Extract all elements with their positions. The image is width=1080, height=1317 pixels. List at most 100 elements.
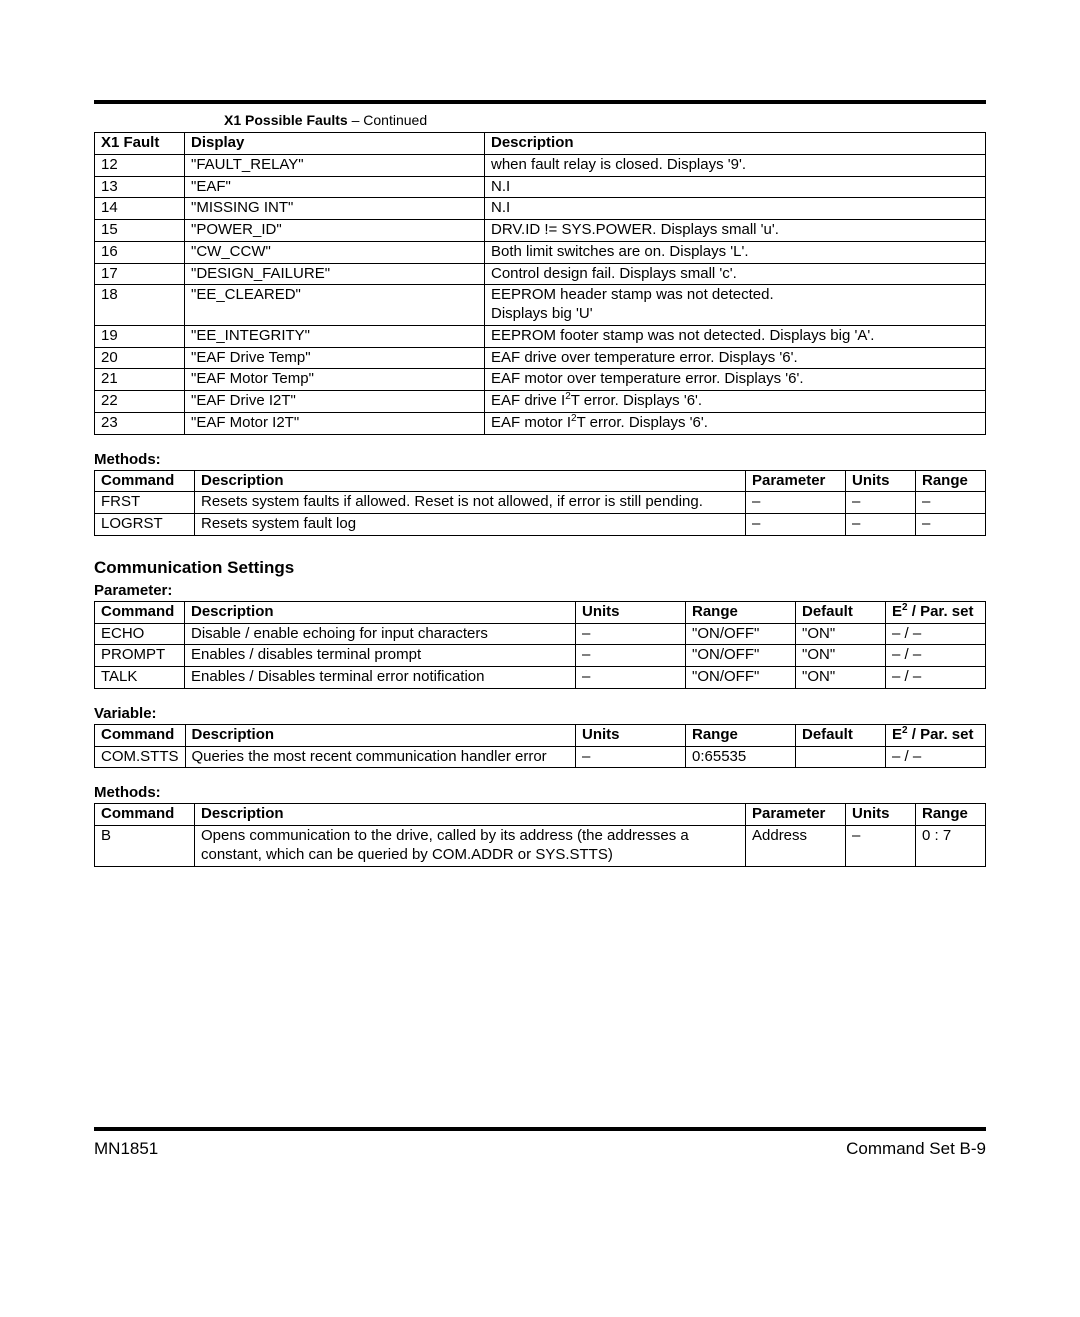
table-cell: 23 bbox=[95, 412, 185, 434]
table-cell: EEPROM footer stamp was not detected. Di… bbox=[485, 325, 986, 347]
table-cell: EAF drive I2T error. Displays '6'. bbox=[485, 391, 986, 413]
table-row: 21"EAF Motor Temp"EAF motor over tempera… bbox=[95, 369, 986, 391]
table-header: Default bbox=[796, 724, 886, 746]
table-cell: 14 bbox=[95, 198, 185, 220]
table-cell: – bbox=[846, 826, 916, 867]
table-header: Units bbox=[846, 804, 916, 826]
table-cell: – / – bbox=[886, 623, 986, 645]
table-header: Description bbox=[185, 724, 576, 746]
table-cell: "DESIGN_FAILURE" bbox=[185, 263, 485, 285]
table-cell: 0 : 7 bbox=[916, 826, 986, 867]
table-cell: Resets system faults if allowed. Reset i… bbox=[195, 492, 746, 514]
table-header: Range bbox=[686, 724, 796, 746]
table-cell: Opens communication to the drive, called… bbox=[195, 826, 746, 867]
comm-section-title: Communication Settings bbox=[94, 558, 986, 578]
table-cell: EEPROM header stamp was not detected.Dis… bbox=[485, 285, 986, 326]
table-row: 23"EAF Motor I2T"EAF motor I2T error. Di… bbox=[95, 412, 986, 434]
table-row: BOpens communication to the drive, calle… bbox=[95, 826, 986, 867]
table-row: TALKEnables / Disables terminal error no… bbox=[95, 667, 986, 689]
table-cell: "FAULT_RELAY" bbox=[185, 154, 485, 176]
table-cell: when fault relay is closed. Displays '9'… bbox=[485, 154, 986, 176]
table-cell: – bbox=[916, 514, 986, 536]
table-cell: "POWER_ID" bbox=[185, 220, 485, 242]
table-cell: – bbox=[846, 492, 916, 514]
table-header: Command bbox=[95, 724, 186, 746]
table-cell: – / – bbox=[886, 667, 986, 689]
table-cell: "MISSING INT" bbox=[185, 198, 485, 220]
table-cell: "EE_CLEARED" bbox=[185, 285, 485, 326]
table-cell: "EAF Motor I2T" bbox=[185, 412, 485, 434]
table-header: Units bbox=[576, 601, 686, 623]
table-row: 15"POWER_ID"DRV.ID != SYS.POWER. Display… bbox=[95, 220, 986, 242]
table-cell: "CW_CCW" bbox=[185, 241, 485, 263]
table-header: Description bbox=[185, 601, 576, 623]
table-row: 13"EAF"N.I bbox=[95, 176, 986, 198]
table-cell bbox=[796, 746, 886, 768]
table-cell: LOGRST bbox=[95, 514, 195, 536]
table-cell: 22 bbox=[95, 391, 185, 413]
table-cell: 0:65535 bbox=[686, 746, 796, 768]
table-cell: Enables / Disables terminal error notifi… bbox=[185, 667, 576, 689]
caption-suffix: – Continued bbox=[348, 112, 427, 128]
table-caption: X1 Possible Faults – Continued bbox=[224, 112, 986, 128]
variable-table: CommandDescriptionUnitsRangeDefaultE2 / … bbox=[94, 724, 986, 769]
table-cell: – / – bbox=[886, 746, 986, 768]
table-header: E2 / Par. set bbox=[886, 601, 986, 623]
table-cell: ECHO bbox=[95, 623, 185, 645]
table-cell: "ON/OFF" bbox=[686, 667, 796, 689]
table-cell: Both limit switches are on. Displays 'L'… bbox=[485, 241, 986, 263]
table-cell: 19 bbox=[95, 325, 185, 347]
table-cell: – bbox=[916, 492, 986, 514]
table-cell: 17 bbox=[95, 263, 185, 285]
table-row: 17"DESIGN_FAILURE"Control design fail. D… bbox=[95, 263, 986, 285]
table-cell: TALK bbox=[95, 667, 185, 689]
methods2-title: Methods: bbox=[94, 784, 986, 801]
table-cell: – bbox=[746, 514, 846, 536]
table-cell: "ON" bbox=[796, 645, 886, 667]
table-row: 22"EAF Drive I2T"EAF drive I2T error. Di… bbox=[95, 391, 986, 413]
table-cell: – bbox=[846, 514, 916, 536]
table-row: 20"EAF Drive Temp"EAF drive over tempera… bbox=[95, 347, 986, 369]
caption-title: X1 Possible Faults bbox=[224, 112, 348, 128]
table-cell: 12 bbox=[95, 154, 185, 176]
table-cell: – bbox=[576, 746, 686, 768]
table-cell: 20 bbox=[95, 347, 185, 369]
table-cell: "EAF" bbox=[185, 176, 485, 198]
footer-right: Command Set B-9 bbox=[846, 1139, 986, 1159]
table-row: 12"FAULT_RELAY"when fault relay is close… bbox=[95, 154, 986, 176]
table-cell: Control design fail. Displays small 'c'. bbox=[485, 263, 986, 285]
variable-title: Variable: bbox=[94, 705, 986, 722]
table-row: FRSTResets system faults if allowed. Res… bbox=[95, 492, 986, 514]
table-cell: "ON/OFF" bbox=[686, 645, 796, 667]
table-header: Parameter bbox=[746, 804, 846, 826]
table-row: 16"CW_CCW"Both limit switches are on. Di… bbox=[95, 241, 986, 263]
faults-table: X1 FaultDisplayDescription12"FAULT_RELAY… bbox=[94, 132, 986, 435]
table-cell: EAF motor I2T error. Displays '6'. bbox=[485, 412, 986, 434]
table-header: E2 / Par. set bbox=[886, 724, 986, 746]
table-header: X1 Fault bbox=[95, 133, 185, 155]
table-cell: "EAF Drive I2T" bbox=[185, 391, 485, 413]
table-cell: EAF drive over temperature error. Displa… bbox=[485, 347, 986, 369]
table-cell: COM.STTS bbox=[95, 746, 186, 768]
table-cell: – bbox=[746, 492, 846, 514]
table-row: COM.STTSQueries the most recent communic… bbox=[95, 746, 986, 768]
table-header: Description bbox=[195, 470, 746, 492]
table-header: Units bbox=[846, 470, 916, 492]
table-cell: Address bbox=[746, 826, 846, 867]
table-cell: PROMPT bbox=[95, 645, 185, 667]
methods2-table: CommandDescriptionParameterUnitsRangeBOp… bbox=[94, 803, 986, 866]
footer-left: MN1851 bbox=[94, 1139, 158, 1159]
table-header: Command bbox=[95, 804, 195, 826]
table-cell: B bbox=[95, 826, 195, 867]
table-cell: Resets system fault log bbox=[195, 514, 746, 536]
table-header: Command bbox=[95, 601, 185, 623]
table-header: Description bbox=[485, 133, 986, 155]
table-cell: 15 bbox=[95, 220, 185, 242]
table-cell: Enables / disables terminal prompt bbox=[185, 645, 576, 667]
table-cell: FRST bbox=[95, 492, 195, 514]
table-cell: N.I bbox=[485, 176, 986, 198]
table-row: ECHODisable / enable echoing for input c… bbox=[95, 623, 986, 645]
table-cell: 16 bbox=[95, 241, 185, 263]
table-header: Range bbox=[916, 470, 986, 492]
table-cell: "ON" bbox=[796, 667, 886, 689]
